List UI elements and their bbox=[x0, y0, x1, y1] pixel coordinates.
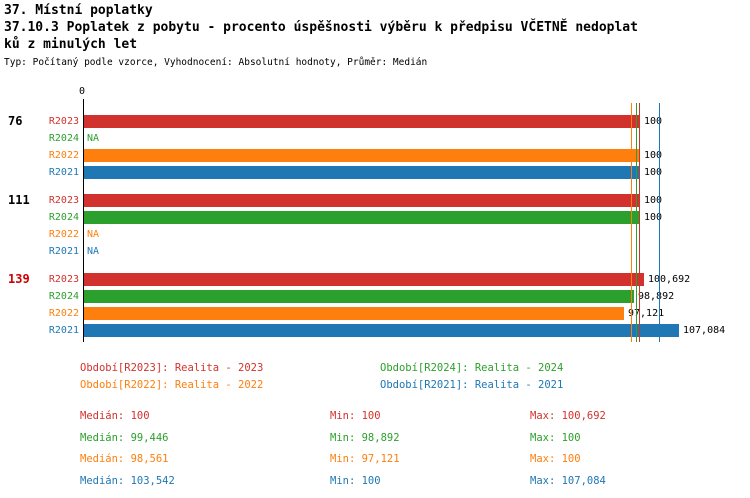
axis-origin-label: 0 bbox=[79, 86, 86, 97]
bar-na-label: NA bbox=[87, 229, 100, 240]
bar-group-label: 139 bbox=[8, 272, 30, 286]
bar bbox=[84, 211, 640, 224]
series-label: R2021 bbox=[48, 246, 79, 257]
bar-value-label: 100 bbox=[644, 150, 663, 161]
bar-group-label: 76 bbox=[8, 114, 23, 128]
legend-item-r2024: Období[R2024]: Realita - 2024 bbox=[380, 362, 564, 374]
axis-origin-tick bbox=[83, 99, 84, 103]
stat-min: Min: 97,121 bbox=[330, 453, 400, 465]
median-line bbox=[639, 103, 640, 342]
bar-group-label: 111 bbox=[8, 193, 30, 207]
series-label: R2024 bbox=[48, 133, 79, 144]
bar-value-label: 98,892 bbox=[638, 291, 675, 302]
series-label: R2024 bbox=[48, 212, 79, 223]
section-title: 37. Místní poplatky bbox=[4, 3, 153, 18]
series-label: R2024 bbox=[48, 291, 79, 302]
series-label: R2021 bbox=[48, 167, 79, 178]
stat-max: Max: 100 bbox=[530, 453, 581, 465]
stat-median: Medián: 99,446 bbox=[80, 432, 169, 444]
bar bbox=[84, 194, 640, 207]
legend-item-r2022: Období[R2022]: Realita - 2022 bbox=[80, 379, 264, 391]
median-line bbox=[659, 103, 660, 342]
bar bbox=[84, 166, 640, 179]
bar-value-label: 100 bbox=[644, 212, 663, 223]
stat-min: Min: 98,892 bbox=[330, 432, 400, 444]
bar bbox=[84, 149, 640, 162]
bar bbox=[84, 290, 634, 303]
legend-item-r2021: Období[R2021]: Realita - 2021 bbox=[380, 379, 564, 391]
bar-value-label: 100 bbox=[644, 167, 663, 178]
series-label: R2023 bbox=[48, 195, 79, 206]
bar-na-label: NA bbox=[87, 133, 100, 144]
stat-max: Max: 107,084 bbox=[530, 475, 606, 487]
series-label: R2023 bbox=[48, 274, 79, 285]
series-label: R2022 bbox=[48, 229, 79, 240]
bar-value-label: 100 bbox=[644, 195, 663, 206]
bar bbox=[84, 307, 624, 320]
bar bbox=[84, 324, 679, 337]
bar-value-label: 97,121 bbox=[628, 308, 665, 319]
median-line bbox=[636, 103, 637, 342]
median-line bbox=[631, 103, 632, 342]
stat-min: Min: 100 bbox=[330, 475, 381, 487]
bar-value-label: 100,692 bbox=[648, 274, 691, 285]
bar bbox=[84, 115, 640, 128]
stat-max: Max: 100 bbox=[530, 432, 581, 444]
stat-median: Medián: 103,542 bbox=[80, 475, 175, 487]
chart-meta: Typ: Počítaný podle vzorce, Vyhodnocení:… bbox=[4, 57, 428, 68]
series-label: R2023 bbox=[48, 116, 79, 127]
legend-item-r2023: Období[R2023]: Realita - 2023 bbox=[80, 362, 264, 374]
stat-median: Medián: 98,561 bbox=[80, 453, 169, 465]
series-label: R2022 bbox=[48, 308, 79, 319]
bar bbox=[84, 273, 644, 286]
series-label: R2021 bbox=[48, 325, 79, 336]
stat-min: Min: 100 bbox=[330, 410, 381, 422]
indicator-title-line1: 37.10.3 Poplatek z pobytu - procento úsp… bbox=[4, 20, 638, 35]
stat-max: Max: 100,692 bbox=[530, 410, 606, 422]
indicator-title-line2: ků z minulých let bbox=[4, 37, 138, 52]
bar-value-label: 107,084 bbox=[683, 325, 726, 336]
y-axis-line bbox=[83, 103, 84, 342]
bar-value-label: 100 bbox=[644, 116, 663, 127]
series-label: R2022 bbox=[48, 150, 79, 161]
stat-median: Medián: 100 bbox=[80, 410, 150, 422]
bar-na-label: NA bbox=[87, 246, 100, 257]
